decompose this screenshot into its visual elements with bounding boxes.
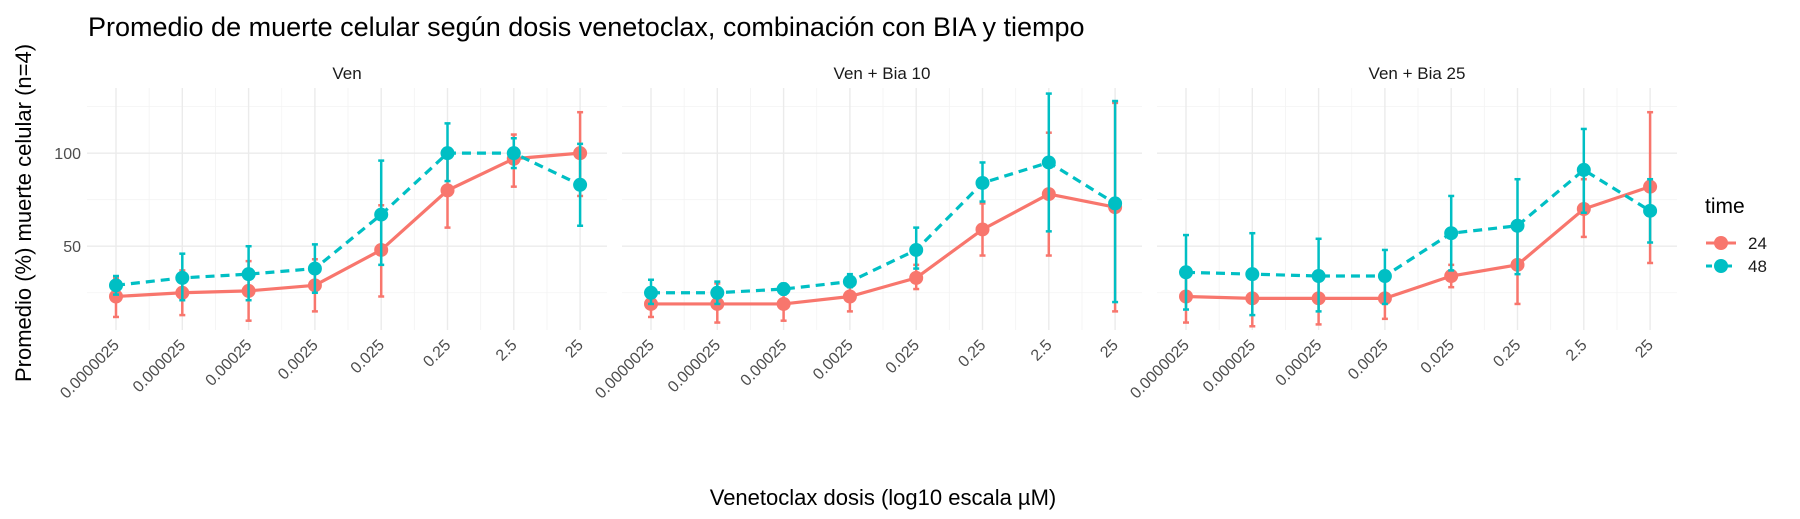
facet-strip-label: Ven	[332, 64, 361, 83]
x-tick-label: 0.0000025	[1127, 337, 1193, 403]
data-point	[573, 177, 588, 192]
data-point	[374, 207, 389, 222]
data-point	[909, 270, 924, 285]
data-point	[440, 146, 455, 161]
data-point	[710, 285, 725, 300]
x-tick-label: 0.00025	[738, 337, 791, 390]
data-point	[842, 274, 857, 289]
data-point	[109, 289, 123, 304]
data-point	[1444, 226, 1459, 241]
y-tick-label: 100	[54, 146, 81, 163]
data-point	[776, 296, 791, 311]
series-line	[115, 151, 581, 287]
data-point	[307, 261, 322, 276]
series-line	[1185, 167, 1651, 278]
legend-key-point	[1714, 236, 1728, 250]
x-tick-label: 0.25	[955, 337, 989, 371]
facet-panel: Ven 0.0000025 0.000025 0.00025 0.0025 0.025 0.…	[57, 64, 607, 402]
x-tick-label: 0.0000025	[57, 337, 123, 403]
data-point	[1643, 203, 1658, 218]
facet-panel: Ven + Bia 25 0.0000025 0.000025 0.00025 0.00…	[1127, 64, 1677, 402]
x-tick-label: 0.25	[1490, 337, 1524, 371]
x-tick-label: 0.0025	[1345, 337, 1392, 384]
x-tick-label: 0.025	[348, 337, 388, 377]
series-line	[651, 160, 1116, 295]
data-point	[440, 183, 455, 198]
x-tick-label: 2.5	[1028, 337, 1056, 365]
legend-title: time	[1705, 195, 1745, 218]
legend: time 24 48	[1705, 195, 1767, 276]
x-tick-label: 25	[1632, 337, 1657, 362]
series-48	[644, 92, 1123, 306]
series-48	[109, 122, 588, 302]
data-point	[1510, 218, 1525, 233]
x-tick-label: 0.000025	[130, 337, 189, 396]
data-point	[109, 278, 123, 293]
data-point	[975, 222, 990, 237]
x-tick-label: 0.00025	[1273, 337, 1326, 390]
legend-key-point	[1714, 259, 1728, 273]
series-line	[115, 151, 581, 299]
x-tick-label: 0.25	[420, 337, 454, 371]
facet-strip-label: Ven + Bia 25	[1369, 64, 1466, 83]
data-point	[175, 270, 190, 285]
data-point	[776, 282, 791, 297]
data-point	[1041, 155, 1056, 170]
data-point	[1245, 267, 1260, 282]
series-line	[651, 192, 1116, 306]
data-point	[909, 242, 924, 257]
x-tick-label: 0.025	[883, 337, 923, 377]
x-tick-label: 0.0000025	[592, 337, 658, 403]
legend-label: 24	[1748, 234, 1767, 253]
data-point	[241, 267, 256, 282]
x-tick-label: 2.5	[1563, 337, 1591, 365]
chart-title: Promedio de muerte celular según dosis v…	[88, 12, 1085, 42]
series-48	[1179, 127, 1658, 317]
x-tick-label: 0.0025	[810, 337, 857, 384]
x-axis-title: Venetoclax dosis (log10 escala µM)	[710, 485, 1057, 510]
data-point	[1377, 269, 1392, 284]
data-point	[1576, 162, 1591, 177]
x-tick-label: 25	[562, 337, 587, 362]
x-tick-label: 0.025	[1418, 337, 1458, 377]
legend-label: 48	[1748, 257, 1767, 276]
facet-strip-label: Ven + Bia 10	[834, 64, 931, 83]
data-point	[1108, 196, 1123, 211]
x-tick-label: 0.00025	[203, 337, 256, 390]
data-point	[842, 289, 857, 304]
facet-panel: Ven + Bia 10 0.0000025 0.000025 0.00025 0.00…	[592, 64, 1142, 402]
x-tick-label: 0.000025	[665, 337, 724, 396]
data-point	[644, 285, 658, 300]
x-tick-label: 0.0025	[275, 337, 322, 384]
data-point	[1311, 269, 1326, 284]
x-tick-label: 2.5	[493, 337, 521, 365]
data-point	[506, 146, 521, 161]
data-point	[975, 175, 990, 190]
x-tick-label: 0.000025	[1200, 337, 1259, 396]
data-point	[1179, 265, 1193, 280]
x-tick-label: 25	[1097, 337, 1122, 362]
series-line	[1185, 185, 1651, 300]
y-axis-title: Promedio (%) muerte celular (n=4)	[11, 44, 36, 382]
y-tick-label: 50	[63, 239, 81, 256]
data-point	[1444, 269, 1459, 284]
